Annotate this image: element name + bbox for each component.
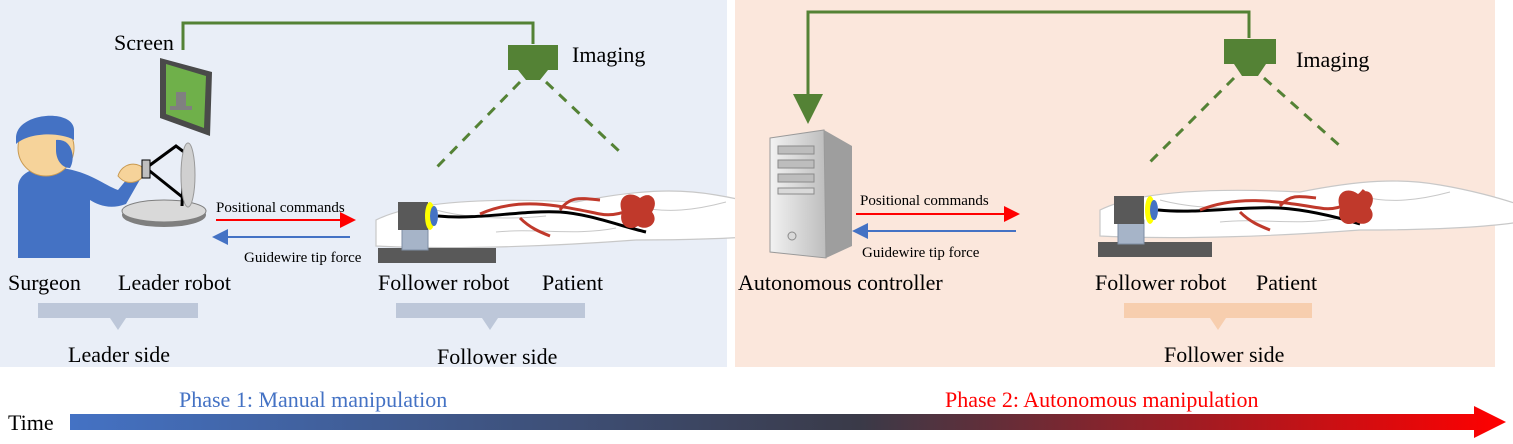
follower-side-brace-left [396,303,585,330]
screen-icon [160,58,212,136]
follower-robot-patient-right [1098,180,1513,257]
patient-label-right: Patient [1256,270,1317,295]
follower-robot-label-right: Follower robot [1095,270,1226,295]
leader-robot-icon [121,142,207,227]
patient-label-left: Patient [542,270,603,295]
timeline: Time Phase 1: Manual manipulation Phase … [8,387,1506,438]
leader-side-label: Leader side [68,342,170,367]
imaging-beam-left [434,80,522,170]
phase1-label: Phase 1: Manual manipulation [179,387,447,412]
guidewire-tip-force-label-right: Guidewire tip force [862,245,980,261]
imaging-label-left: Imaging [572,42,645,67]
follower-robot-label-left: Follower robot [378,270,509,295]
leader-robot-label: Leader robot [118,270,231,295]
imaging-beam-left-right [1148,76,1236,164]
imaging-label-right: Imaging [1296,47,1369,72]
autonomous-controller-label: Autonomous controller [738,270,943,295]
phase2-label: Phase 2: Autonomous manipulation [945,387,1259,412]
guidewire-tip-force-label-left: Guidewire tip force [244,250,362,266]
imaging-device-icon-right [1224,39,1276,76]
surgeon-figure [16,115,147,258]
autonomous-panel: Imaging Positional commands Guidewire ti… [735,0,1513,367]
leader-side-brace [38,303,198,330]
follower-side-label-right: Follower side [1164,342,1284,367]
follower-side-label-left: Follower side [437,344,557,369]
leader-panel: Screen Imaging Positional commands Guide… [0,0,847,369]
positional-commands-label-right: Positional commands [860,193,989,209]
screen-label: Screen [114,30,174,55]
follower-robot-patient-left [375,190,847,263]
imaging-signal-line [181,21,535,50]
positional-commands-label-left: Positional commands [216,200,345,216]
surgeon-label: Surgeon [8,270,81,295]
imaging-feedback-line [793,10,1251,124]
time-label: Time [8,410,54,435]
imaging-device-icon [508,45,558,80]
autonomous-controller-icon [769,129,852,259]
follower-side-brace-right [1124,303,1312,330]
time-arrow [70,406,1506,438]
